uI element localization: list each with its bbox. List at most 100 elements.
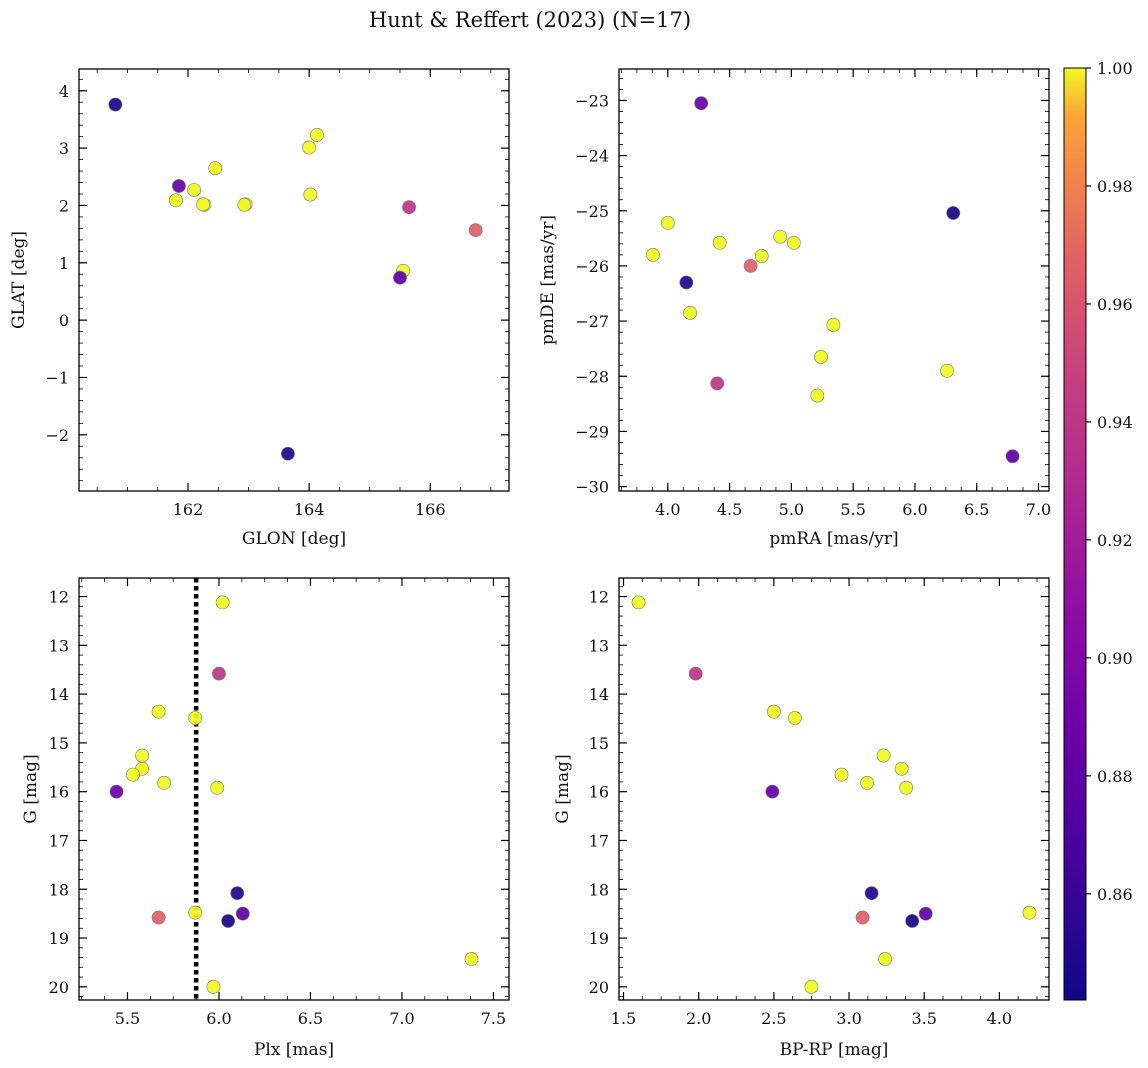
xtick-label: 6.5 bbox=[298, 1009, 323, 1028]
ytick-label: 17 bbox=[49, 831, 69, 850]
data-point bbox=[804, 979, 819, 994]
panel-plx-g-ylabel: G [mag] bbox=[21, 754, 41, 823]
colorbar-tick-label: 0.94 bbox=[1097, 413, 1133, 432]
colorbar-tick-label: 0.98 bbox=[1097, 177, 1133, 196]
panel-bprp-g-ylabel: G [mag] bbox=[553, 754, 573, 823]
data-point bbox=[187, 183, 201, 197]
data-point bbox=[210, 780, 225, 795]
panel-bprp-g-xlabel: BP-RP [mag] bbox=[780, 1040, 889, 1060]
panel-bprp-g-frame bbox=[618, 577, 1050, 1001]
ytick-label: 16 bbox=[589, 783, 609, 802]
xtick-label: 3.5 bbox=[911, 1009, 936, 1028]
ytick-label: −27 bbox=[575, 312, 609, 331]
ytick-label: −29 bbox=[575, 422, 609, 441]
data-point bbox=[1022, 905, 1037, 920]
data-point bbox=[302, 140, 317, 155]
data-point bbox=[188, 905, 203, 920]
ytick-label: 19 bbox=[49, 929, 69, 948]
xtick-label: 7.5 bbox=[481, 1009, 506, 1028]
data-point bbox=[151, 704, 166, 719]
data-point bbox=[946, 206, 961, 220]
ytick-label: 2 bbox=[59, 196, 69, 215]
ytick-label: −23 bbox=[575, 91, 609, 110]
ytick-label: −28 bbox=[575, 367, 609, 386]
data-point bbox=[631, 595, 646, 610]
data-point bbox=[281, 446, 295, 461]
colorbar-gradient bbox=[1063, 67, 1087, 1001]
xtick-label: 162 bbox=[173, 500, 204, 519]
panel-plx-g: 5.5 6.0 6.5 7.0 7.5 12 13 14 15 16 17 18 19 20 Plx [m… bbox=[21, 577, 510, 1060]
data-point bbox=[126, 767, 140, 782]
xtick-label: 5.5 bbox=[115, 1009, 140, 1028]
panel-bprp-g: 1.5 2.0 2.5 3.0 3.5 4.0 12 13 14 15 16 17 18 19 20 BP-… bbox=[553, 577, 1050, 1060]
panel-glon-glat-ylabel: GLAT [deg] bbox=[9, 231, 29, 329]
xtick-label: 2.0 bbox=[686, 1009, 711, 1028]
data-point bbox=[834, 767, 849, 782]
data-point bbox=[773, 229, 788, 244]
data-point bbox=[940, 363, 954, 378]
xtick-label: 164 bbox=[294, 500, 325, 519]
ytick-label: −26 bbox=[575, 257, 609, 276]
ytick-label: −24 bbox=[575, 147, 609, 166]
data-point bbox=[683, 305, 697, 320]
panel-pmra-pmde-ticks: 4.0 4.5 5.0 5.5 6.0 6.5 7.0 −30 −29 −28 −27 −26 −25 −… bbox=[575, 69, 1051, 519]
data-point bbox=[660, 216, 675, 230]
data-point bbox=[109, 784, 124, 799]
xtick-label: 7.0 bbox=[389, 1009, 414, 1028]
xtick-label: 5.0 bbox=[779, 500, 804, 519]
data-point bbox=[1005, 449, 1020, 464]
data-point bbox=[765, 784, 780, 799]
data-point bbox=[135, 748, 150, 763]
data-point bbox=[826, 318, 841, 332]
panel-plx-g-frame bbox=[78, 577, 510, 1001]
panel-bprp-g-ticks: 1.5 2.0 2.5 3.0 3.5 4.0 12 13 14 15 16 17 18 19 20 bbox=[589, 578, 1049, 1028]
ytick-label: 0 bbox=[59, 311, 69, 330]
panel-pmra-pmde-xlabel: pmRA [mas/yr] bbox=[769, 529, 898, 549]
data-point bbox=[464, 952, 479, 966]
panel-bprp-g-points bbox=[631, 595, 1037, 994]
ytick-label: 18 bbox=[589, 880, 609, 899]
ytick-label: 16 bbox=[49, 783, 69, 802]
data-point bbox=[876, 748, 891, 763]
data-point bbox=[712, 235, 727, 250]
ytick-label: 17 bbox=[589, 831, 609, 850]
data-point bbox=[235, 906, 250, 921]
data-point bbox=[237, 197, 252, 212]
ytick-label: 13 bbox=[49, 636, 69, 655]
ytick-label: 12 bbox=[589, 588, 609, 607]
data-point bbox=[855, 910, 870, 925]
xtick-label: 2.5 bbox=[761, 1009, 786, 1028]
xtick-label: 166 bbox=[415, 500, 446, 519]
data-point bbox=[743, 259, 758, 273]
data-point bbox=[196, 197, 211, 212]
colorbar: 0.86 0.88 0.90 0.92 0.94 0.96 0.98 1.00 bbox=[1063, 59, 1133, 1001]
data-point bbox=[188, 711, 203, 725]
data-point bbox=[918, 906, 933, 921]
ytick-label: 13 bbox=[589, 636, 609, 655]
data-point bbox=[212, 666, 226, 681]
colorbar-tick-label: 0.96 bbox=[1097, 295, 1133, 314]
data-point bbox=[878, 952, 893, 966]
ytick-label: 4 bbox=[59, 82, 69, 101]
data-point bbox=[151, 910, 166, 925]
panel-glon-glat-points bbox=[108, 97, 483, 461]
panel-plx-g-points bbox=[109, 578, 479, 1000]
data-point bbox=[646, 248, 660, 262]
colorbar-tick-label: 0.92 bbox=[1097, 531, 1133, 550]
data-point bbox=[215, 595, 230, 610]
panel-glon-glat-frame bbox=[78, 68, 510, 492]
data-point bbox=[402, 200, 416, 215]
xtick-label: 7.0 bbox=[1026, 500, 1051, 519]
data-point bbox=[810, 388, 825, 403]
ytick-label: −30 bbox=[575, 478, 609, 497]
data-point bbox=[208, 161, 223, 176]
colorbar-tick-label: 0.86 bbox=[1097, 885, 1133, 904]
data-point bbox=[860, 776, 874, 790]
data-point bbox=[310, 128, 324, 142]
colorbar-tick-label: 1.00 bbox=[1097, 59, 1133, 78]
data-point bbox=[899, 780, 914, 795]
xtick-label: 5.5 bbox=[840, 500, 865, 519]
panel-pmra-pmde-ylabel: pmDE [mas/yr] bbox=[538, 215, 558, 345]
ytick-label: 20 bbox=[589, 978, 609, 997]
data-point bbox=[894, 761, 909, 776]
